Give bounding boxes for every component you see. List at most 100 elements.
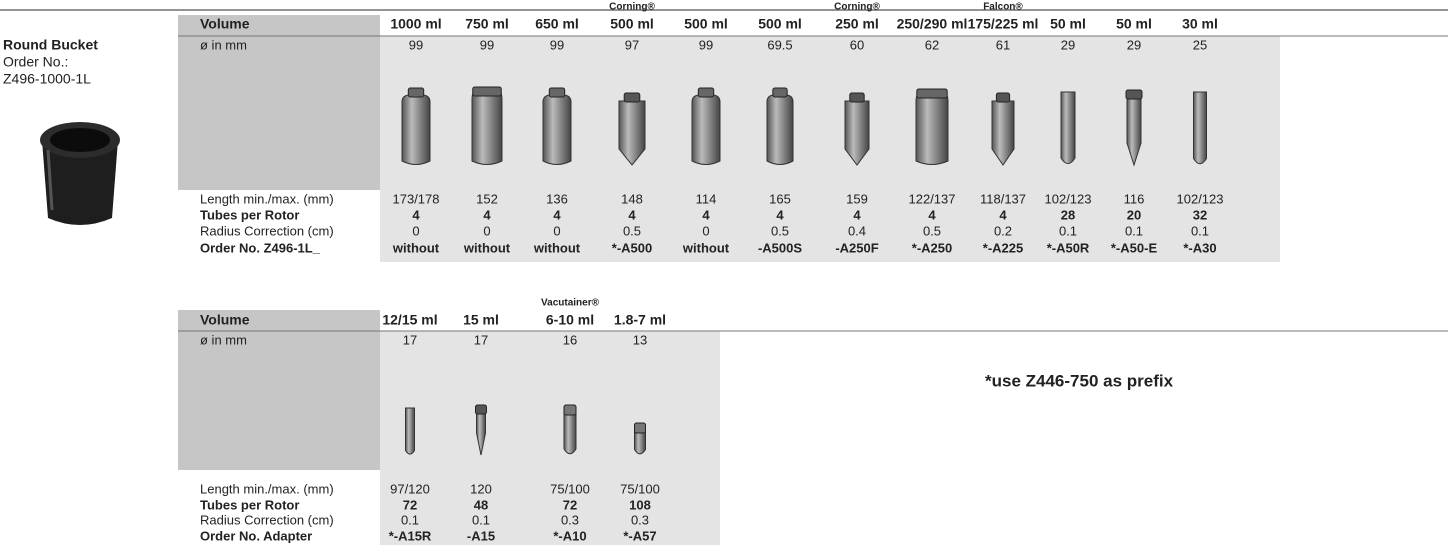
tube-icon	[991, 92, 1015, 166]
cell-value: 28	[1061, 207, 1075, 222]
cell-value: 17	[474, 332, 488, 347]
column-header: 1000 ml	[390, 16, 441, 32]
tube-cap	[475, 404, 487, 415]
cell-value: 69.5	[767, 37, 792, 52]
cell-value: 102/123	[1045, 191, 1092, 206]
cell-value: 61	[996, 37, 1010, 52]
order-number: Z496-1000-1L	[3, 71, 91, 87]
cell-value: 0	[483, 223, 490, 238]
column-header: 250 ml	[835, 16, 879, 32]
value-shade	[380, 36, 1280, 262]
cell-value: *-A10	[553, 528, 586, 543]
column-header: 50 ml	[1116, 16, 1152, 32]
tube-body	[563, 407, 577, 455]
cell-value: 97	[625, 37, 639, 52]
cell-value: *-A30	[1183, 240, 1216, 255]
cell-value: 0	[412, 223, 419, 238]
tube-cap	[634, 422, 646, 434]
cell-value: *-A50-E	[1111, 240, 1158, 255]
cell-value: 99	[480, 37, 494, 52]
cell-value: 17	[403, 332, 417, 347]
cell-value: 4	[412, 207, 420, 222]
column-header: 500 ml	[610, 16, 654, 32]
row-label: Radius Correction (cm)	[200, 223, 334, 238]
tube-icon	[1193, 91, 1207, 165]
cell-value: 0.3	[561, 512, 579, 527]
cell-value: 114	[696, 191, 717, 206]
cell-value: -A250F	[835, 240, 878, 255]
cell-value: 136	[546, 191, 568, 206]
cell-value: 152	[476, 191, 498, 206]
cell-value: 148	[621, 191, 643, 206]
tube-body	[618, 100, 646, 166]
tube-icon	[844, 92, 870, 166]
tube-body	[844, 100, 870, 166]
tube-body	[766, 94, 794, 165]
row-label: Length min./max. (mm)	[200, 481, 334, 496]
cell-value: 99	[409, 37, 423, 52]
column-header: 500 ml	[758, 16, 802, 32]
tube-icon	[1125, 89, 1143, 167]
row-label: ø in mm	[200, 332, 247, 347]
cell-value: 0.5	[923, 223, 941, 238]
row-label: Order No. Z496-1L_	[200, 240, 321, 255]
column-header: 30 ml	[1182, 16, 1218, 32]
tube-cap	[697, 87, 715, 98]
cell-value: 116	[1124, 191, 1145, 206]
cell-value: 0.5	[623, 223, 641, 238]
order-label: Order No.:	[3, 54, 68, 70]
tube-icon	[475, 404, 487, 456]
cell-value: 0.3	[631, 512, 649, 527]
row-label: ø in mm	[200, 37, 247, 52]
tube-icon	[915, 88, 949, 165]
tube-icon	[618, 92, 646, 166]
cell-value: 0.1	[1059, 223, 1077, 238]
column-header: 650 ml	[535, 16, 579, 32]
cell-value: *-A15R	[389, 528, 432, 543]
cell-value: 4	[483, 207, 491, 222]
tube-body	[401, 94, 431, 165]
cell-value: -A500S	[758, 240, 802, 255]
cell-value: 0	[702, 223, 709, 238]
tube-cap	[995, 92, 1011, 103]
cell-value: 173/178	[393, 191, 440, 206]
cell-value: 99	[550, 37, 564, 52]
tube-icon	[766, 87, 794, 165]
cell-value: 60	[850, 37, 864, 52]
cell-value: 0	[553, 223, 560, 238]
brand-label: Corning®	[609, 2, 655, 13]
cell-value: 0.5	[771, 223, 789, 238]
tube-body	[1060, 91, 1076, 165]
cell-value: 120	[470, 481, 492, 496]
cell-value: *-A250	[912, 240, 952, 255]
row-label: Radius Correction (cm)	[200, 512, 334, 527]
tube-body	[691, 94, 721, 165]
cell-value: without	[463, 240, 511, 255]
tube-body	[405, 407, 415, 455]
cell-value: 72	[563, 497, 577, 512]
cell-value: 4	[702, 207, 710, 222]
row-label: Volume	[200, 312, 250, 328]
cell-value: *-A500	[612, 240, 652, 255]
cell-value: 4	[928, 207, 936, 222]
cell-value: 13	[633, 332, 647, 347]
cell-value: without	[392, 240, 440, 255]
tube-cap	[563, 404, 577, 416]
cell-value: 159	[846, 191, 868, 206]
column-header: 12/15 ml	[382, 312, 437, 328]
cell-value: 75/100	[620, 481, 660, 496]
tube-icon	[471, 86, 503, 165]
column-header: 50 ml	[1050, 16, 1086, 32]
label-shade	[178, 15, 380, 190]
row-label: Volume	[200, 16, 250, 32]
cell-value: 99	[699, 37, 713, 52]
tube-cap	[1125, 89, 1143, 100]
column-header: 1.8-7 ml	[614, 312, 666, 328]
cell-value: 0.1	[1191, 223, 1209, 238]
bucket-image	[40, 122, 120, 225]
cell-value: *-A57	[623, 528, 656, 543]
tube-icon	[691, 87, 721, 165]
cell-value: *-A225	[983, 240, 1023, 255]
row-label: Length min./max. (mm)	[200, 191, 334, 206]
